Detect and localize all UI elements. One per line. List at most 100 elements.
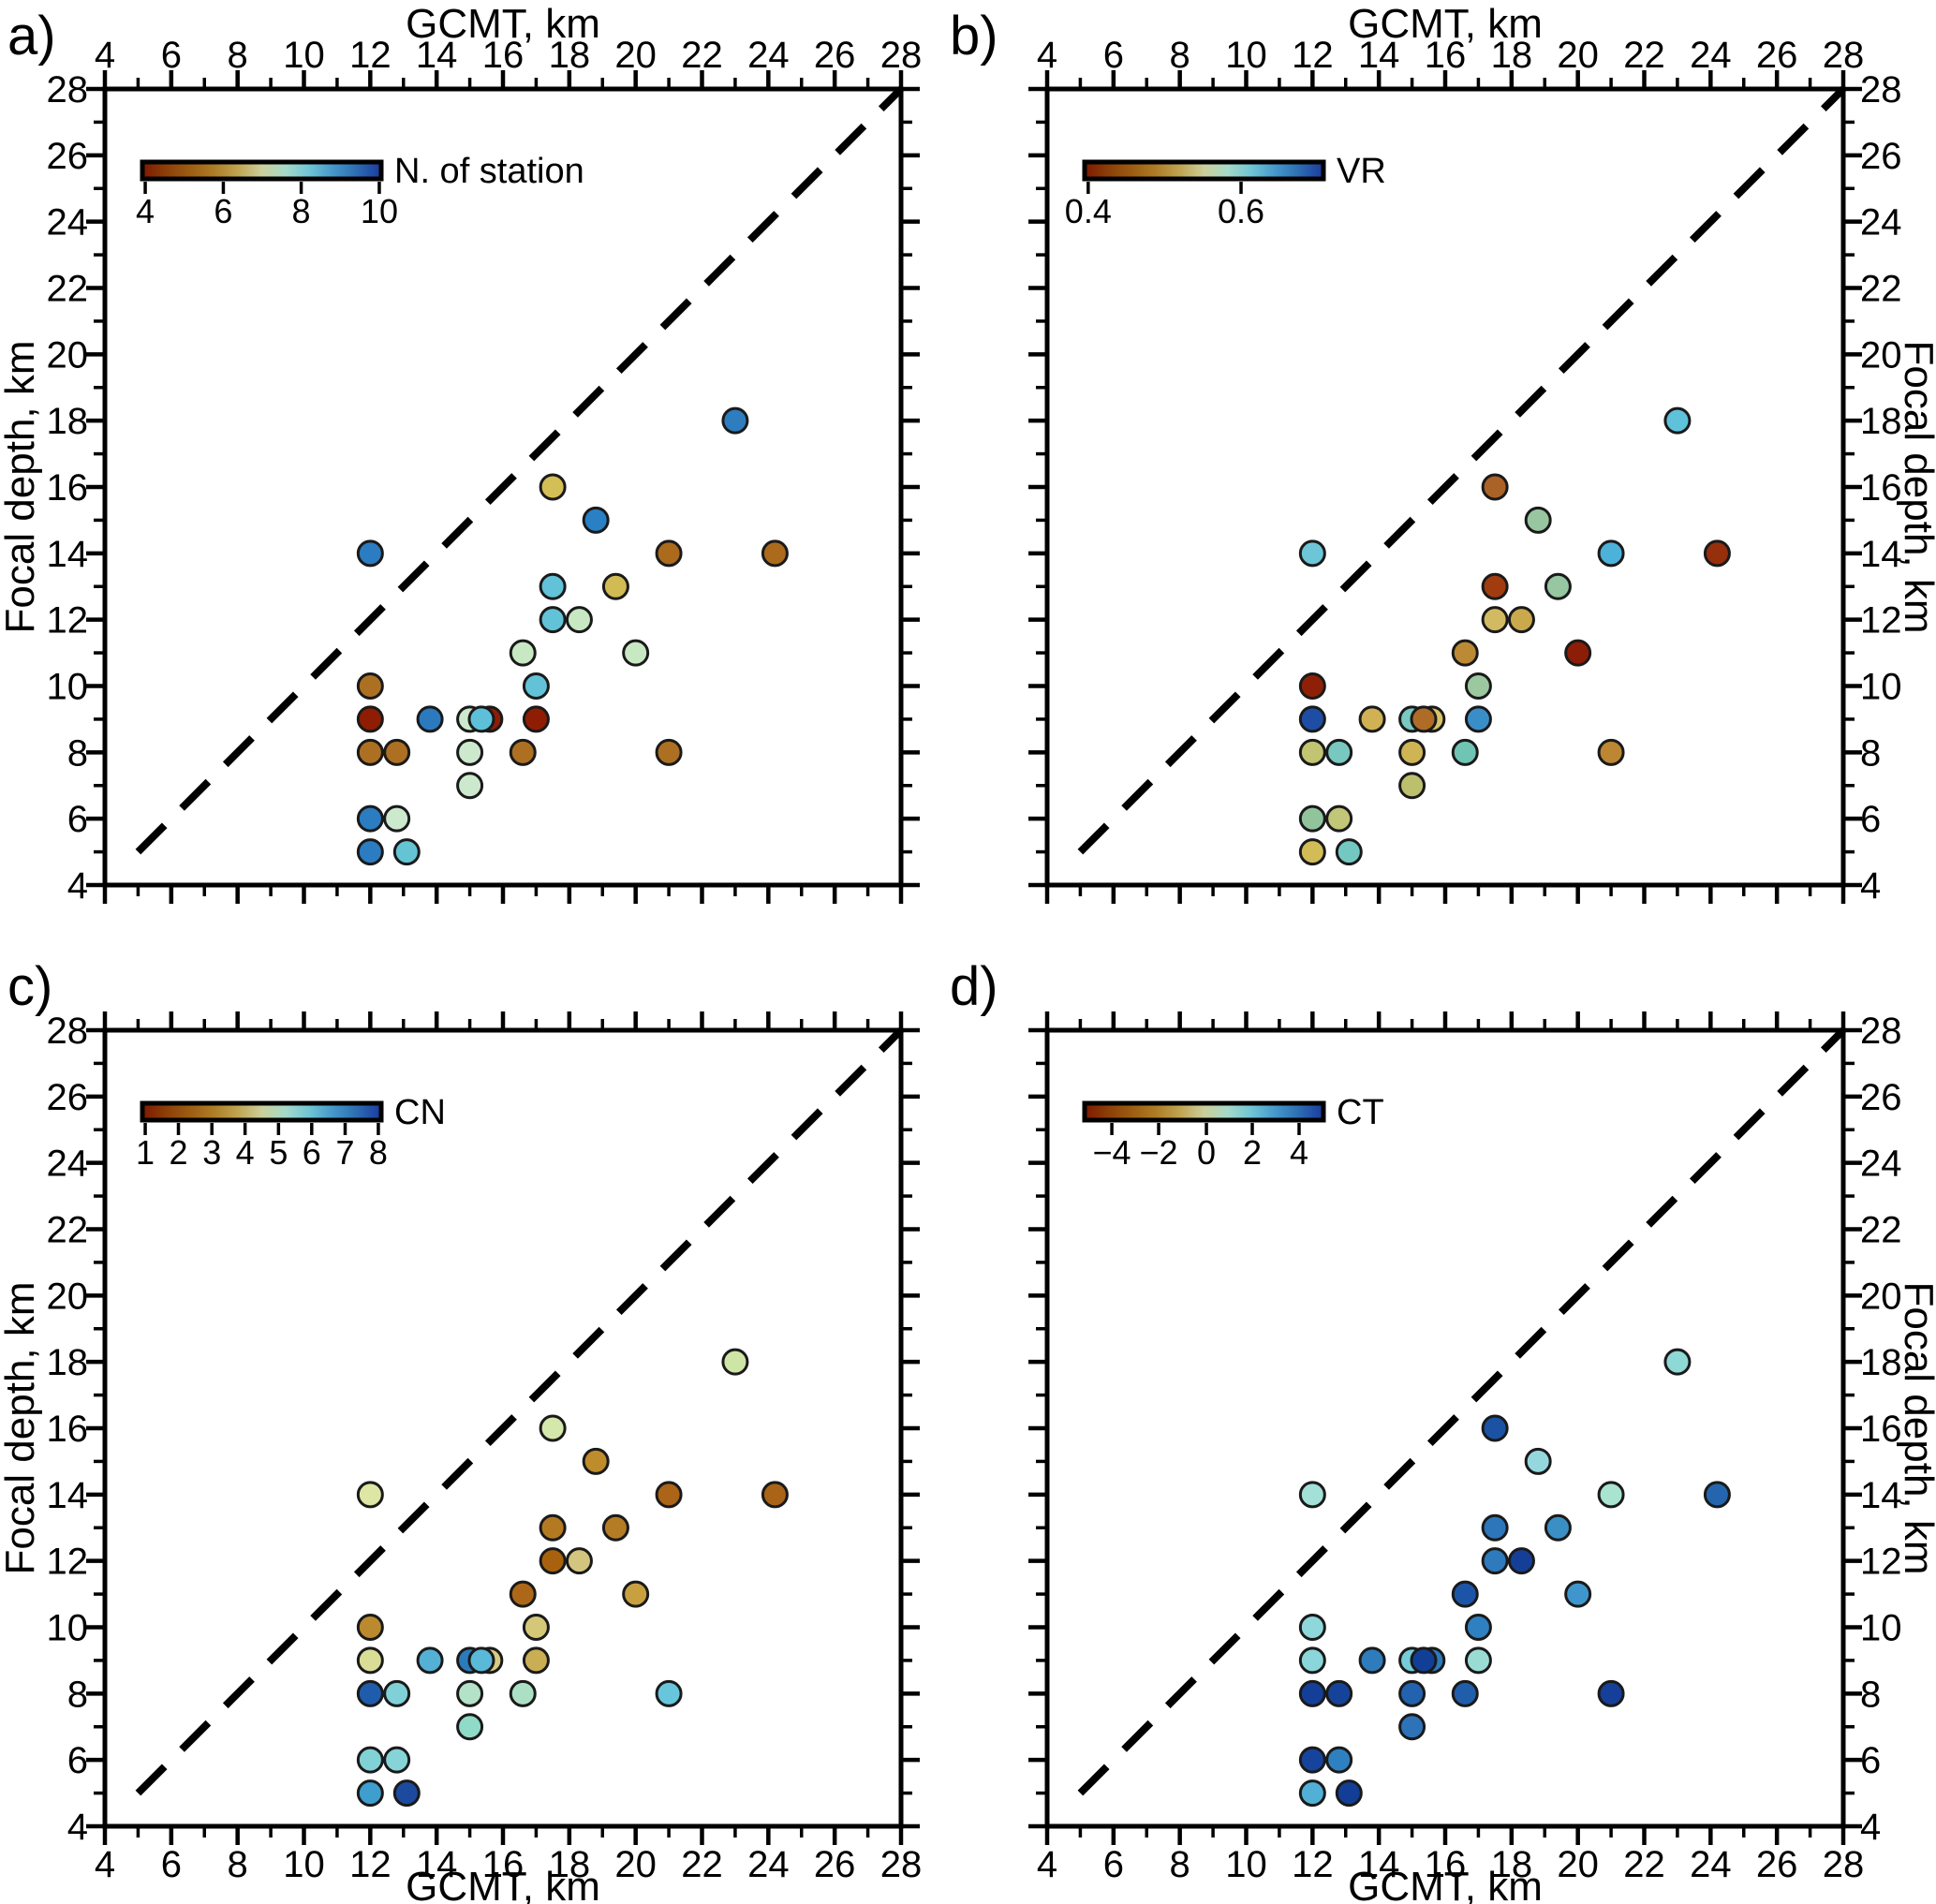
y-tick-label: 8 — [1860, 732, 1881, 774]
data-point — [539, 473, 567, 501]
x-tick-label: 8 — [228, 1844, 248, 1885]
x-tick-label: 18 — [549, 35, 591, 76]
x-tick-label: 14 — [416, 35, 458, 76]
data-point — [1410, 1646, 1438, 1675]
y-tick-label: 8 — [67, 1674, 88, 1715]
y-tick-label: 20 — [47, 334, 89, 376]
x-tick-label: 12 — [349, 35, 392, 76]
data-point — [392, 838, 421, 866]
data-point — [655, 539, 683, 568]
data-point — [761, 1481, 789, 1509]
y-tick-label: 16 — [47, 1409, 89, 1450]
x-tick-label: 26 — [1756, 35, 1798, 76]
data-point — [1564, 1580, 1592, 1608]
data-point — [1398, 738, 1426, 766]
data-point — [1298, 539, 1326, 568]
panel-c: 4466881010121214141616181820202222242426… — [0, 956, 922, 1904]
y-tick-label: 6 — [1860, 1740, 1881, 1781]
data-point — [1703, 1481, 1731, 1509]
data-point — [456, 1713, 484, 1741]
y-tick-label: 22 — [1860, 269, 1902, 310]
x-tick-label: 10 — [283, 35, 325, 76]
data-point — [356, 1614, 384, 1641]
data-point — [1481, 1513, 1509, 1542]
y-tick-label: 14 — [1860, 534, 1902, 575]
data-point — [1507, 1547, 1535, 1575]
y-tick-label: 6 — [67, 799, 88, 840]
axis-ticks — [86, 70, 920, 904]
y-tick-label: 4 — [67, 1807, 88, 1848]
data-point — [383, 1746, 411, 1774]
x-axis-title: GCMT, km — [1348, 1864, 1543, 1904]
data-point — [383, 738, 411, 766]
data-point — [1464, 705, 1492, 733]
x-tick-label: 24 — [1690, 1844, 1732, 1885]
colorbar-tick-label: 10 — [361, 192, 398, 230]
colorbar-gradient — [1082, 159, 1326, 182]
y-tick-label: 26 — [47, 136, 89, 177]
data-point — [509, 1580, 537, 1608]
y-tick-label: 24 — [1860, 1144, 1902, 1185]
x-tick-label: 12 — [1292, 1844, 1334, 1885]
data-point — [1298, 738, 1326, 766]
y-tick-label: 4 — [1860, 1807, 1881, 1848]
data-point — [1597, 539, 1625, 568]
data-point — [522, 1614, 550, 1641]
data-point — [565, 606, 593, 634]
data-point — [467, 705, 495, 733]
data-point — [1335, 838, 1363, 866]
x-tick-label: 26 — [1756, 1844, 1798, 1885]
y-axis-title: Focal depth, km — [1896, 340, 1936, 633]
y-tick-label: 28 — [47, 1011, 89, 1052]
data-point — [1451, 639, 1479, 667]
data-point — [1298, 672, 1326, 700]
colorbar-tick-label: 1 — [136, 1133, 155, 1172]
data-point — [356, 838, 384, 866]
y-tick-label: 20 — [47, 1276, 89, 1317]
data-points — [1298, 1348, 1731, 1808]
y-tick-label: 24 — [47, 1144, 89, 1185]
data-point — [356, 672, 384, 700]
data-point — [1298, 804, 1326, 833]
x-tick-label: 16 — [482, 35, 525, 76]
data-point — [1481, 572, 1509, 600]
y-tick-label: 12 — [47, 1542, 89, 1583]
data-point — [1481, 473, 1509, 501]
y-tick-label: 4 — [67, 865, 88, 907]
data-point — [383, 804, 411, 833]
data-points — [356, 406, 789, 866]
data-point — [1597, 738, 1625, 766]
data-point — [622, 1580, 650, 1608]
panel-b: 4 4 6 6 8 8 10 10 12 12 14 14 16 16 18 18 20 20 22 22 24 24 26… — [950, 1, 1936, 907]
y-tick-label: 28 — [1860, 69, 1902, 111]
data-point — [522, 705, 550, 733]
data-point — [1325, 1679, 1353, 1707]
x-tick-label: 12 — [1292, 35, 1334, 76]
x-tick-label: 8 — [228, 35, 248, 76]
data-point — [1325, 738, 1353, 766]
data-point — [1298, 1646, 1326, 1675]
data-point — [509, 1679, 537, 1707]
data-point — [1524, 506, 1552, 534]
y-tick-label: 10 — [1860, 667, 1902, 708]
panel-letter: b) — [950, 6, 998, 66]
y-tick-label: 12 — [1860, 1542, 1902, 1583]
data-point — [356, 1679, 384, 1707]
data-point — [1298, 705, 1326, 733]
colorbar-tick-label: 7 — [335, 1133, 354, 1172]
data-point — [655, 738, 683, 766]
axis-ticks — [86, 1011, 920, 1845]
data-point — [1481, 1414, 1509, 1442]
data-point — [356, 1481, 384, 1509]
x-tick-label: 14 — [1358, 1844, 1400, 1885]
y-tick-label: 22 — [47, 1210, 89, 1251]
data-point — [539, 606, 567, 634]
colorbar-tick-label: 0.4 — [1065, 192, 1112, 230]
data-point — [522, 1646, 550, 1675]
data-point — [1464, 672, 1492, 700]
data-point — [356, 1646, 384, 1675]
colorbar-tick-label: 8 — [369, 1133, 388, 1172]
x-tick-label: 12 — [349, 1844, 392, 1885]
x-axis-title: GCMT, km — [1348, 1, 1543, 47]
